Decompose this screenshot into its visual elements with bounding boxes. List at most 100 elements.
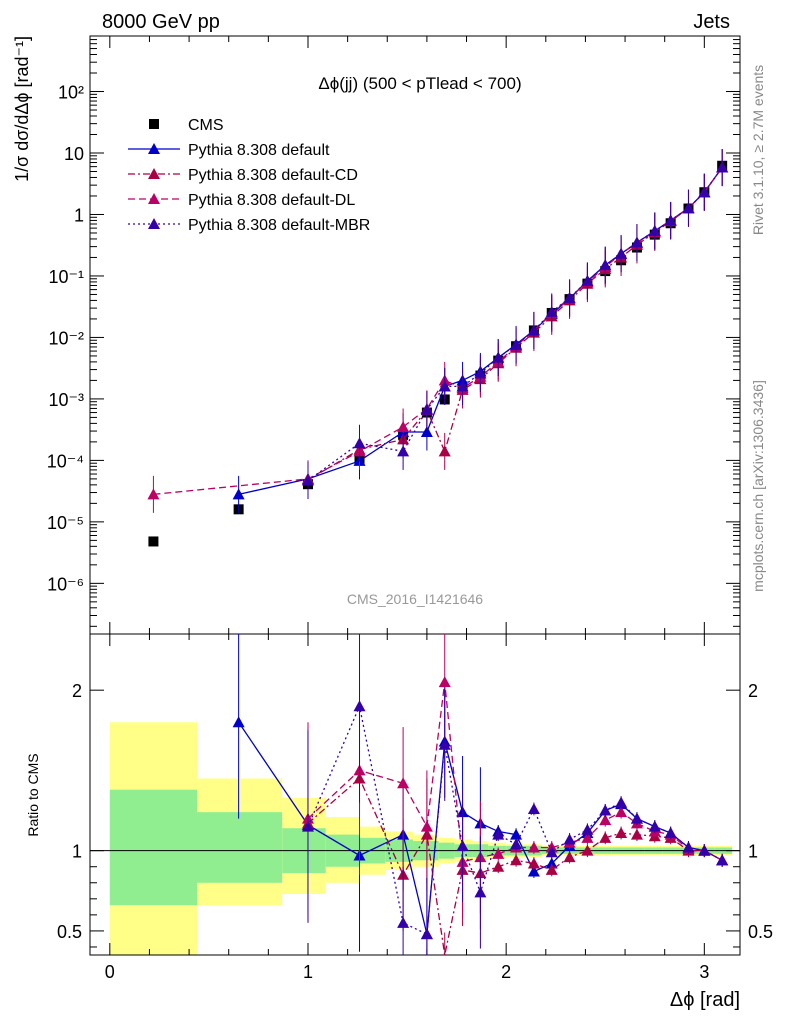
ratio-point [581,831,594,843]
ratio-point [599,814,612,826]
mc-point [147,488,160,500]
y-tick-label: 1 [72,842,82,862]
x-tick-label: 3 [699,962,709,982]
ratio-point [527,802,540,814]
mc-point [420,425,433,437]
ratio-ylabel: Ratio to CMS [25,753,41,836]
mc-point [682,202,695,214]
ratio-point [563,851,576,863]
main-ylabel: 1/σ dσ/dΔϕ [rad⁻¹] [12,36,32,182]
ratio-point [492,847,505,859]
ratio-point [630,812,643,824]
mc-point [510,339,523,351]
y-tick-label-right: 2 [748,681,758,701]
header-left: 8000 GeV pp [102,11,220,33]
legend-marker [148,193,160,204]
ratio-point [527,865,540,877]
ratio-line [307,704,723,936]
ratio-plot: 0 1 2 3 0.5 0.5 1 1 2 2 [57,633,773,982]
y-tick-label: 10 [64,144,84,164]
plot-title: Δϕ(jj) (500 < pTlead < 700) [318,74,521,93]
ratio-point [698,844,711,856]
ratio-point [232,716,245,728]
mc-point [581,274,594,286]
mc-point [563,291,576,303]
series-line [153,167,723,496]
legend-label: Pythia 8.308 default [188,142,330,159]
y-tick-label: 10⁻⁶ [47,574,84,594]
ratio-point [510,838,523,850]
y-tick-label: 10⁻¹ [48,267,84,287]
ratio-point [545,857,558,869]
ratio-point [599,831,612,843]
ratio-point [527,857,540,869]
header-right: Jets [693,11,730,33]
ratio-point [630,828,643,840]
series-line [307,167,723,482]
uncertainty-band-inner [197,812,283,883]
side-label-rivet: Rivet 3.1.10, ≥ 2.7M events [750,65,766,235]
ratio-point [581,844,594,856]
mc-point [232,488,245,500]
ratio-point [563,833,576,845]
ratio-point [397,777,410,789]
ratio-point [545,863,558,875]
ratio-point [716,854,729,866]
ratio-point [510,828,523,840]
y-tick-label: 0.5 [57,922,82,942]
ratio-line [307,682,723,863]
mc-point [301,474,314,486]
mc-point [492,351,505,363]
data-point [148,536,159,547]
mc-point [420,403,433,415]
side-label-mcplots: mcplots.cern.ch [arXiv:1306.3436] [750,380,766,592]
legend-marker [149,119,159,129]
ratio-point [599,804,612,816]
ratio-point [545,846,558,858]
ratio-point [682,841,695,853]
legend-label: CMS [188,117,224,134]
x-tick-label: 2 [501,962,511,982]
mc-point [456,380,469,392]
ratio-point [527,841,540,853]
mc-point [438,380,451,392]
mc-point [698,186,711,198]
mc-point [599,259,612,271]
ratio-point [615,806,628,818]
y-tick-label-right: 1 [748,842,758,862]
ratio-point [615,796,628,808]
ratio-point [664,827,677,839]
ratio-point [301,820,314,832]
ratio-frame [89,633,741,956]
ratio-point [648,820,661,832]
legend-marker [148,168,160,179]
ratio-point [438,738,451,750]
legend-label: Pythia 8.308 default-DL [188,192,355,209]
y-tick-label: 10⁻² [48,328,84,348]
ratio-point [420,928,433,940]
mc-point [545,305,558,317]
mc-point [664,214,677,226]
xlabel: Δϕ [rad] [670,989,740,1011]
y-tick-label: 10² [58,83,84,103]
ratio-point [615,827,628,839]
main-plot: 10⁻⁶ 10⁻⁵ 10⁻⁴ 10⁻³ 10⁻² 10⁻¹ 1 10 10² Δϕ(jj) (50… [47,35,741,635]
mc-point [397,420,410,432]
mc-point [716,161,729,173]
ratio-point [510,854,523,866]
y-tick-label: 1 [74,205,84,225]
mc-point [630,236,643,248]
ratio-point [492,828,505,840]
watermark: CMS_2016_I1421646 [347,591,483,607]
mc-point [527,324,540,336]
y-tick-label: 10⁻⁵ [47,513,84,533]
x-tick-label: 1 [303,962,313,982]
ratio-point [353,700,366,712]
ratio-point [581,823,594,835]
ratio-point [492,860,505,872]
legend-marker [148,143,160,154]
ratio-point [420,820,433,832]
series-line [307,167,723,481]
y-tick-label: 10⁻⁴ [47,451,84,471]
